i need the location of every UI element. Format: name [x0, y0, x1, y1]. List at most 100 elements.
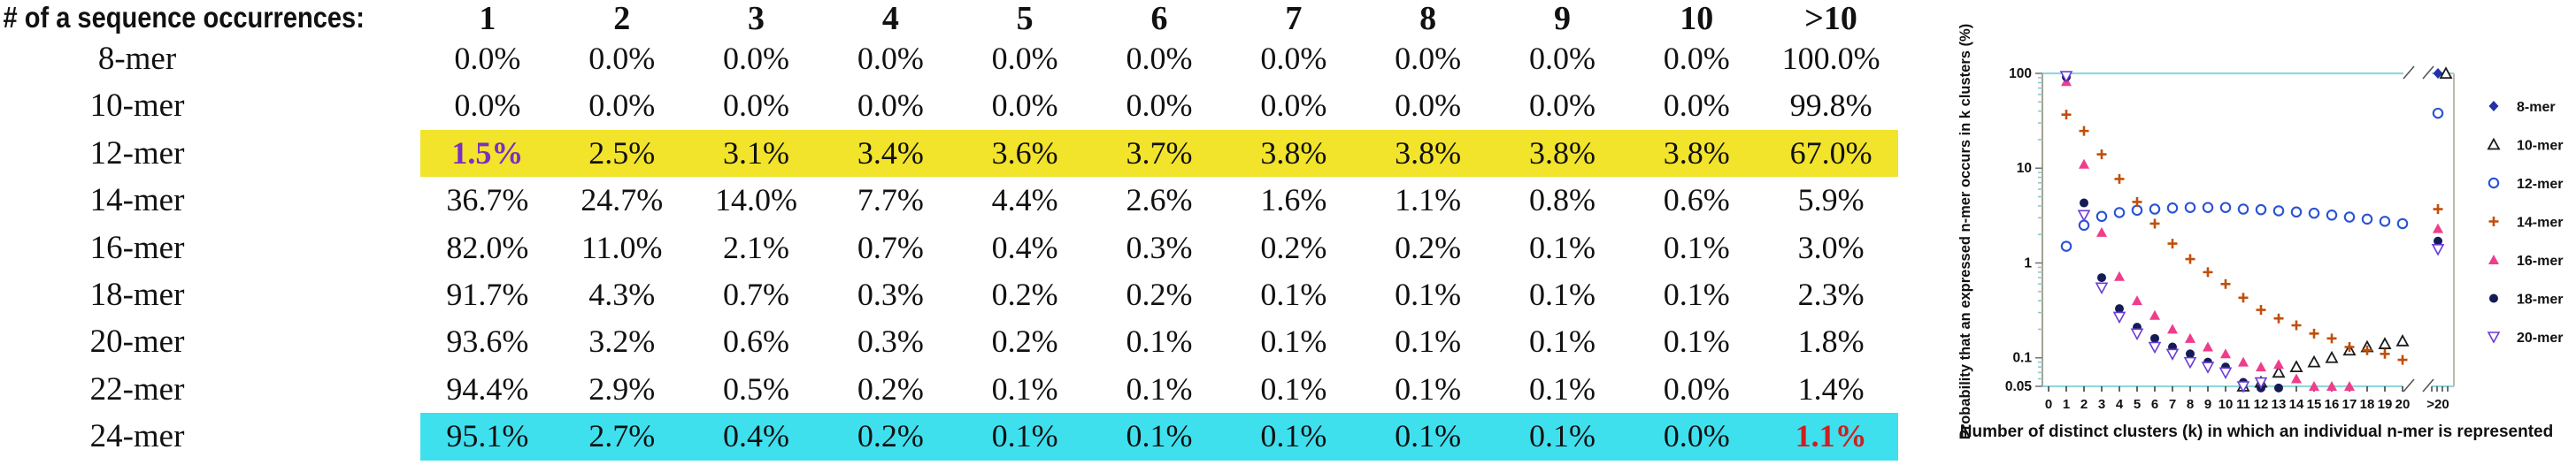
data-point [2114, 271, 2125, 281]
table-cell: 0.1% [1226, 413, 1361, 461]
data-point [2130, 328, 2144, 341]
triangle-down-open-marker-icon [2487, 332, 2501, 344]
row-label-18-mer: 18-mer [89, 276, 185, 313]
circle-open-marker-icon [2131, 204, 2143, 217]
x-tick-label: 0 [2045, 397, 2052, 412]
kmer-table: # of a sequence occurrences: 1 2 3 4 5 6 7 8 9 10 >… [0, 0, 1898, 461]
y-tick-label: 0.05 [2005, 379, 2033, 394]
data-point [2095, 282, 2109, 294]
legend-marker [2487, 137, 2501, 150]
circle-open-marker-icon [2396, 217, 2409, 230]
y-tick-label: 10 [2017, 161, 2032, 176]
legend-item: 16-mer [2488, 254, 2563, 269]
data-point [2220, 278, 2231, 289]
x-tick-label: 11 [2236, 397, 2250, 412]
x-tick-label: 13 [2272, 397, 2287, 412]
column-header: 2 [613, 0, 631, 37]
series-12-mer [2060, 107, 2444, 252]
table-cell: 0.0% [991, 88, 1058, 124]
plus-marker-icon [2149, 218, 2160, 229]
row-label-22-mer: 22-mer [89, 370, 185, 408]
table-cell: 0.8% [1528, 182, 1596, 218]
data-point [2238, 356, 2249, 367]
data-point [2185, 332, 2195, 343]
triangle-up-marker-icon [2238, 356, 2249, 367]
data-point [2307, 354, 2321, 368]
table-cell: 0.1% [1395, 324, 1462, 360]
legend-item: 18-mer [2489, 293, 2563, 308]
data-point [2078, 219, 2090, 232]
data-point [2274, 383, 2283, 393]
data-point [2325, 350, 2339, 363]
table-cell: 2.1% [723, 229, 790, 265]
data-point [2431, 244, 2445, 256]
data-point [2290, 206, 2303, 218]
axis-break-mark [2403, 65, 2415, 80]
triangle-up-marker-icon [2433, 223, 2443, 233]
table-cell: 0.0% [1126, 41, 1193, 76]
table-cell: 0.1% [1360, 413, 1496, 461]
data-point [2256, 362, 2266, 372]
table-cell: 0.1% [1260, 276, 1327, 312]
table-cell: 3.0% [1797, 229, 1865, 265]
table-cell: 0.1% [957, 413, 1093, 461]
table-cell: 0.0% [1663, 370, 1730, 407]
data-point [2060, 240, 2072, 252]
table-cell: 0.0% [857, 41, 924, 76]
data-point [2326, 381, 2337, 391]
circle-open-marker-icon [2184, 202, 2196, 213]
table-cell: 0.1% [1663, 324, 1730, 360]
table-cell: 4.3% [588, 276, 656, 312]
data-point [2236, 381, 2250, 393]
table-cell: 0.3% [1126, 229, 1193, 265]
y-tick-label: 100 [2009, 66, 2032, 81]
table-cell: 0.1% [1528, 276, 1596, 312]
data-point [2079, 158, 2089, 169]
triangle-up-marker-icon [2114, 271, 2125, 281]
triangle-down-open-marker-icon [2148, 341, 2162, 354]
data-point [2433, 204, 2443, 215]
triangle-down-open-marker-icon [2165, 348, 2180, 361]
table-row: 14-mer 36.7% 24.7% 14.0% 7.7% 4.4% 2.6% 1.6% 1.1… [0, 177, 1898, 224]
column-header: 5 [1016, 0, 1034, 37]
legend-item: 8-mer [2488, 100, 2556, 115]
table-cell: 2.5% [554, 129, 689, 178]
table-cell: 1.1% [1764, 413, 1898, 461]
triangle-up-open-marker-icon [2272, 365, 2286, 378]
table-cell: 0.0% [588, 88, 656, 124]
data-point [2185, 254, 2195, 264]
legend-label: 20-mer [2517, 331, 2563, 346]
data-point [2361, 213, 2373, 225]
triangle-down-open-marker-icon [2059, 71, 2073, 83]
table-row: 8-mer 0.0% 0.0% 0.0% 0.0% 0.0% 0.0% 0.0% 0.0% 0.0… [0, 35, 1898, 82]
column-header: 6 [1150, 0, 1168, 37]
x-tick-label: 8 [2187, 397, 2194, 412]
table-cell: 82.0% [446, 229, 529, 265]
triangle-up-open-marker-icon [2487, 137, 2501, 150]
data-point [2379, 216, 2391, 227]
series-8-mer [2433, 68, 2443, 79]
data-point [2113, 207, 2126, 218]
legend-marker [2487, 332, 2501, 344]
table-cell: 0.0% [1260, 41, 1327, 76]
data-point [2166, 202, 2179, 214]
row-label-24-mer: 24-mer [89, 418, 185, 455]
data-point [2186, 349, 2195, 359]
data-point [2096, 226, 2107, 237]
data-point [2326, 333, 2337, 344]
column-header: 7 [1285, 0, 1303, 37]
data-point [2149, 218, 2160, 229]
table-cell: 0.1% [991, 370, 1058, 407]
table-cell: 3.8% [1495, 129, 1630, 178]
data-point [2079, 126, 2089, 136]
triangle-up-marker-icon [2220, 348, 2231, 359]
plus-marker-icon [2167, 239, 2178, 249]
data-point [2344, 341, 2355, 352]
data-point [2132, 196, 2142, 207]
triangle-down-open-marker-icon [2218, 367, 2233, 380]
table-cell: 0.6% [723, 324, 790, 360]
triangle-up-marker-icon [2309, 381, 2319, 391]
plus-marker-icon [2326, 333, 2337, 344]
data-point [2167, 239, 2178, 249]
table-cell: 0.0% [1126, 88, 1193, 124]
